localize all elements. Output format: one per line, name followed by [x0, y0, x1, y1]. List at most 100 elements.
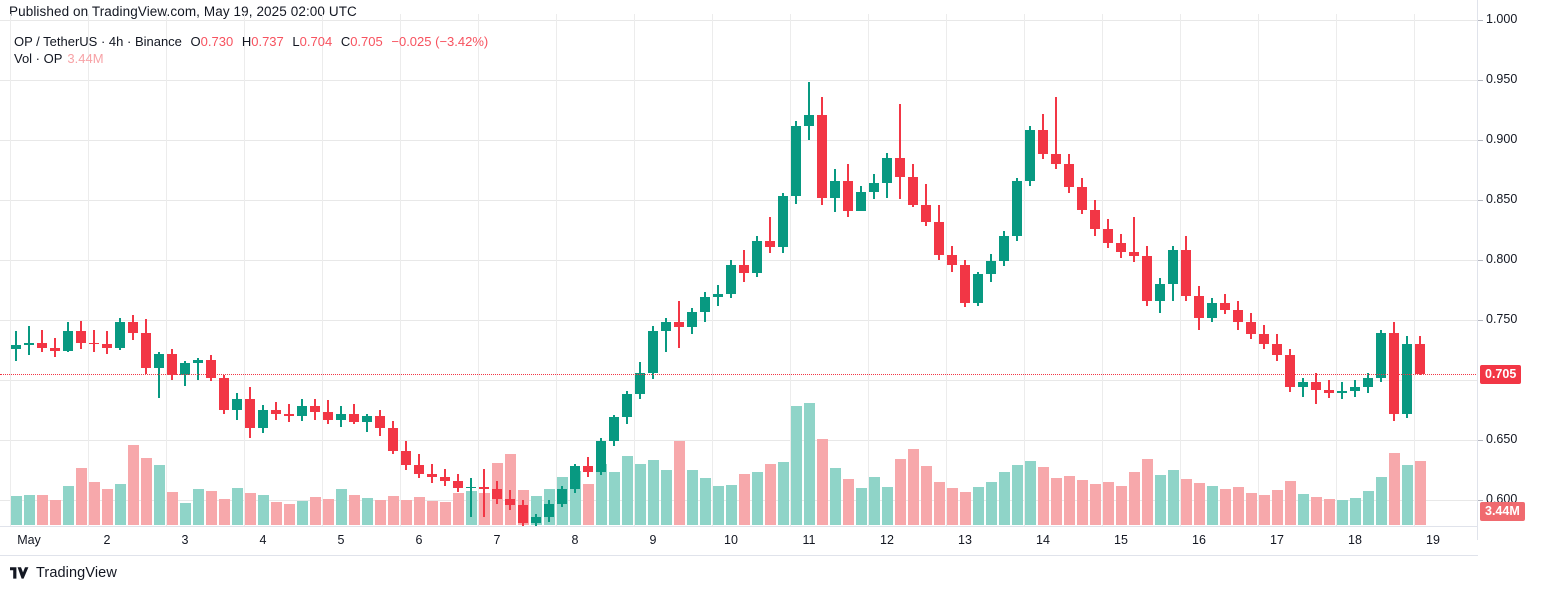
- candle-wick: [106, 330, 108, 354]
- volume-bar: [400, 499, 412, 525]
- candle-body: [856, 191, 866, 211]
- volume-bar: [153, 465, 165, 525]
- candle-body: [1402, 344, 1412, 414]
- candle-body: [310, 406, 320, 413]
- candle-wick: [1302, 377, 1304, 397]
- candle-body: [752, 240, 762, 274]
- volume-bar: [296, 500, 308, 525]
- volume-bar: [569, 470, 581, 525]
- volume-bar: [179, 502, 191, 525]
- legend-symbol[interactable]: OP / TetherUS: [14, 34, 98, 49]
- volume-bar: [777, 461, 789, 525]
- time-axis[interactable]: May 2 3 4 5 6 7 8 9 10 11 12 13 14 15 16 17 18 19: [0, 526, 1478, 556]
- candle-body: [50, 347, 60, 352]
- chart-plot-area[interactable]: [0, 14, 1478, 544]
- volume-bar: [231, 487, 243, 525]
- candle-body: [466, 486, 476, 489]
- candle-wick: [288, 404, 290, 422]
- candlestick-series-layer: [0, 14, 1478, 544]
- volume-bar: [270, 501, 282, 525]
- candle-body: [1389, 333, 1399, 414]
- volume-bar: [621, 456, 633, 525]
- candle-body: [141, 333, 151, 368]
- volume-bar: [504, 454, 516, 525]
- volume-bar: [985, 482, 997, 525]
- volume-bar: [283, 503, 295, 525]
- volume-bar: [894, 458, 906, 525]
- volume-bar: [101, 488, 113, 525]
- time-axis-tick: 17: [1270, 533, 1284, 547]
- candle-body: [1233, 310, 1243, 323]
- candle-body: [232, 399, 242, 410]
- volume-bar: [1024, 460, 1036, 525]
- candle-body: [596, 441, 606, 473]
- volume-bar: [426, 500, 438, 525]
- candle-body: [11, 345, 21, 349]
- time-axis-tick: 6: [415, 533, 423, 547]
- candle-body: [726, 264, 736, 294]
- candle-body: [1350, 387, 1360, 391]
- time-gridline: [946, 14, 947, 526]
- price-axis-tick-mark: [1478, 440, 1483, 441]
- candle-body: [1298, 382, 1308, 388]
- legend-exchange: Binance: [134, 34, 182, 49]
- volume-bar: [959, 492, 971, 525]
- volume-bar: [140, 457, 152, 525]
- volume-bar: [1102, 482, 1114, 525]
- candle-body: [674, 322, 684, 328]
- price-axis-tick: 0.900: [1486, 132, 1518, 146]
- candle-body: [1207, 303, 1217, 318]
- price-gridline: [0, 380, 1478, 381]
- candle-body: [934, 221, 944, 256]
- volume-bar: [1362, 491, 1374, 525]
- candle-body: [102, 344, 112, 348]
- candle-body: [622, 394, 632, 418]
- volume-bar: [322, 498, 334, 525]
- candle-body: [1363, 377, 1373, 388]
- time-axis-tick: 12: [880, 533, 894, 547]
- time-gridline: [400, 14, 401, 526]
- volume-bar: [816, 439, 828, 525]
- price-gridline: [0, 440, 1478, 441]
- time-axis-tick: 5: [337, 533, 345, 547]
- candle-body: [24, 342, 34, 346]
- candle-body: [440, 477, 450, 481]
- volume-bar: [855, 487, 867, 525]
- candle-body: [1194, 296, 1204, 318]
- volume-bar: [49, 499, 61, 525]
- volume-bar: [1128, 471, 1140, 525]
- candle-body: [830, 180, 840, 198]
- legend-close-value: 0.705: [350, 34, 383, 49]
- volume-bar: [1245, 493, 1257, 525]
- time-axis-tick: 13: [958, 533, 972, 547]
- legend-low-value: 0.704: [299, 34, 333, 49]
- candle-wick: [483, 468, 485, 517]
- legend-interval[interactable]: 4h: [108, 34, 124, 49]
- volume-bar: [582, 484, 594, 525]
- candle-body: [986, 261, 996, 275]
- volume-bar: [62, 485, 74, 525]
- candle-body: [1181, 250, 1191, 296]
- volume-bar: [1063, 475, 1075, 525]
- time-gridline: [166, 14, 167, 526]
- candle-body: [1415, 344, 1425, 374]
- legend-volume-label[interactable]: Vol · OP: [14, 51, 63, 66]
- time-gridline: [478, 14, 479, 526]
- candle-wick: [93, 329, 95, 353]
- volume-bar: [374, 499, 386, 525]
- time-axis-tick: 3: [181, 533, 189, 547]
- price-axis-tick-mark: [1478, 260, 1483, 261]
- candle-body: [1259, 334, 1269, 344]
- candle-body: [921, 204, 931, 222]
- legend-high-label: H: [241, 34, 252, 49]
- candle-body: [258, 410, 268, 428]
- time-gridline: [790, 14, 791, 526]
- volume-bar: [1388, 453, 1400, 525]
- time-axis-tick: 19: [1426, 533, 1440, 547]
- price-axis[interactable]: 1.000 0.950 0.900 0.850 0.800 0.750 0.650 0.600…: [1477, 0, 1542, 540]
- candle-body: [687, 311, 697, 328]
- candle-body: [453, 480, 463, 488]
- candle-wick: [470, 478, 472, 517]
- candle-body: [583, 466, 593, 473]
- volume-bar: [933, 482, 945, 525]
